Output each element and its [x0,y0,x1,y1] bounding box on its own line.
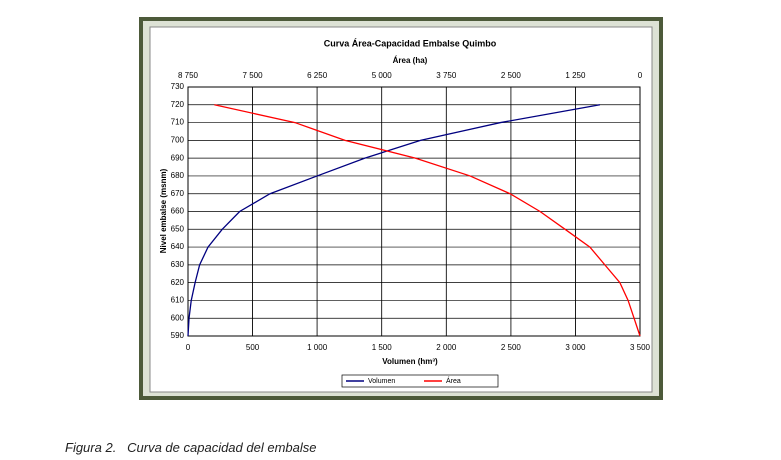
y-tick-label: 700 [171,135,185,144]
x2-tick-label: 6 250 [307,71,328,80]
y-tick-label: 620 [171,278,185,287]
y-tick-label: 600 [171,313,185,322]
x-axis-label: Volumen (hm³) [382,357,438,366]
y-axis-label: Nivel embalse (msnm) [159,168,168,253]
y-tick-label: 710 [171,118,185,127]
y-tick-label: 590 [171,331,185,340]
chart: Curva Área-Capacidad Embalse Quimbo Área… [139,17,663,400]
chart-title: Curva Área-Capacidad Embalse Quimbo [324,38,497,48]
legend-box [341,374,499,388]
y-tick-label: 650 [171,224,185,233]
y-tick-label: 660 [171,207,185,216]
series-line [187,104,601,337]
y-tick-label: 690 [171,153,185,162]
x-tick-label: 2 500 [501,343,522,352]
legend-label: Volumen [368,378,395,385]
x2-axis-label: Área (ha) [393,56,428,65]
x-tick-label: 500 [246,343,260,352]
y-tick-label: 630 [171,260,185,269]
y-tick-label: 730 [171,82,185,91]
x2-tick-label: 8 750 [178,71,199,80]
y-tick-label: 670 [171,189,185,198]
x2-tick-label: 2 500 [501,71,522,80]
y-tick-label: 610 [171,296,185,305]
caption: Figura 2. Curva de capacidad del embalse [65,440,317,455]
x-tick-label: 1 500 [372,343,393,352]
y-tick-label: 680 [171,171,185,180]
legend-label: Área [446,376,461,385]
x-tick-label: 3 000 [565,343,586,352]
x2-tick-label: 0 [638,71,643,80]
x2-tick-label: 3 750 [436,71,457,80]
x-tick-label: 3 500 [630,343,651,352]
x2-tick-label: 1 250 [565,71,586,80]
x-tick-label: 2 000 [436,343,457,352]
x-tick-label: 1 000 [307,343,328,352]
y-tick-label: 720 [171,100,185,109]
x-tick-label: 0 [186,343,191,352]
x2-tick-label: 7 500 [243,71,264,80]
y-tick-label: 640 [171,242,185,251]
x2-tick-label: 5 000 [372,71,393,80]
series-line [214,104,641,337]
